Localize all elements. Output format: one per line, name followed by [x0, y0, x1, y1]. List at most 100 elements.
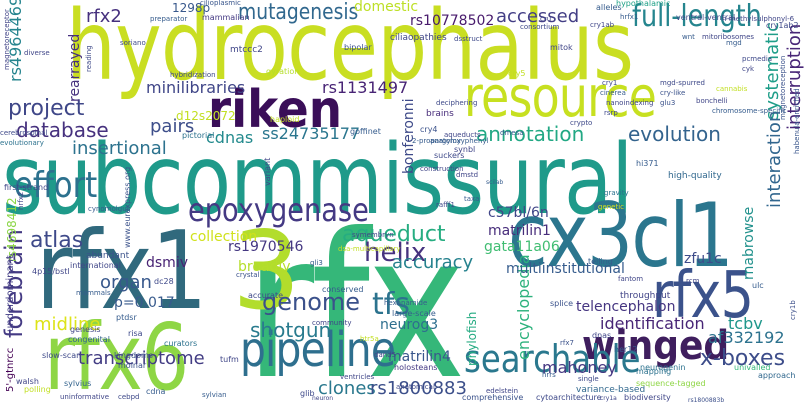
- cloud-word: project: [8, 96, 85, 121]
- cloud-word: abundant: [86, 251, 130, 261]
- cloud-word: mgd-spurred: [660, 79, 705, 87]
- cloud-word: ciliaopathies: [390, 33, 447, 43]
- cloud-word: subcommissural: [2, 124, 633, 236]
- cloud-word: uninformative: [60, 393, 110, 401]
- cloud-word: sylvian: [202, 391, 227, 399]
- cloud-word: neurogenin: [640, 363, 686, 372]
- cloud-word: cilioplasmic: [200, 0, 241, 7]
- cloud-word: rfx6: [44, 304, 189, 404]
- cloud-word: cry1ab2: [766, 21, 799, 30]
- cloud-word: resource: [464, 65, 657, 130]
- cloud-word: alleles: [596, 3, 622, 12]
- cloud-word: cynomolgus: [88, 205, 131, 213]
- cloud-word: international: [70, 261, 121, 270]
- cloud-word: edelstein: [486, 387, 519, 395]
- cloud-word: biodiversity: [624, 393, 671, 402]
- cloud-word: diverse: [24, 49, 50, 57]
- cloud-word: variance-based: [576, 385, 646, 395]
- cloud-word: rfx5: [652, 259, 754, 333]
- cloud-word: rnabrowse: [741, 206, 757, 280]
- cloud-word: organ: [100, 272, 152, 293]
- cloud-word: anatomical: [396, 383, 435, 391]
- cloud-word: polling: [24, 385, 51, 394]
- cloud-word: annotation: [476, 122, 585, 146]
- cloud-word: atlas: [30, 228, 84, 253]
- cloud-word: 5'-gtnrcc: [5, 347, 16, 392]
- cloud-word: 4p15/bstl: [32, 267, 70, 276]
- cloud-word: zfu1c: [684, 251, 722, 267]
- cloud-word: sequence-tagged: [636, 379, 706, 388]
- cloud-word: winged: [582, 323, 730, 369]
- cloud-word: cru: [540, 15, 552, 23]
- cloud-word: gravity: [604, 189, 629, 197]
- cloud-word: cry4: [420, 125, 438, 134]
- cloud-word: cry5: [508, 69, 526, 78]
- cloud-word: symembryn: [352, 231, 394, 239]
- cloud-word: gyration: [266, 67, 300, 76]
- cloud-word: mutagenesis: [238, 0, 359, 25]
- cloud-word: first-strand: [4, 183, 49, 192]
- cloud-word: sylvius: [64, 379, 92, 388]
- cloud-word: haploid: [270, 115, 300, 124]
- cloud-word: 3: [232, 209, 301, 334]
- cloud-word: soriano: [120, 39, 146, 47]
- cloud-word: walsh: [16, 377, 39, 386]
- cloud-word: taxa: [464, 195, 480, 203]
- cloud-word: rfx2: [86, 6, 122, 27]
- cloud-word: cerebrospinal: [0, 129, 48, 137]
- cloud-word: congenital: [68, 335, 110, 344]
- cloud-word: htr5a: [360, 335, 379, 343]
- cloud-word: throughput: [620, 291, 671, 301]
- cloud-word: genesis: [70, 325, 101, 334]
- cloud-word: splice: [550, 299, 574, 308]
- cloud-word: rfx1: [36, 209, 207, 334]
- cloud-word: mammalian: [202, 13, 250, 22]
- cloud-word: single: [578, 375, 599, 383]
- cloud-word: rs10778502: [410, 13, 495, 29]
- cloud-word: approach: [758, 371, 796, 380]
- cloud-word: aqueduct: [342, 222, 446, 247]
- cloud-word: gata11a06: [484, 239, 560, 255]
- cloud-word: hexanamide: [384, 299, 428, 307]
- cloud-word: holosteans: [394, 363, 438, 372]
- cloud-word: her12: [614, 345, 638, 354]
- cloud-word: midline: [34, 314, 101, 335]
- cloud-word: hrfx1: [620, 13, 639, 21]
- cloud-word: high-quality: [668, 171, 722, 181]
- cloud-word: hydrocephalus: [66, 0, 634, 102]
- cloud-word: ventral-ventral: [676, 13, 736, 22]
- cloud-word: bipolar: [344, 43, 372, 52]
- cloud-word: goffinet: [350, 127, 381, 136]
- cloud-word: hybridization: [170, 71, 216, 79]
- cloud-word: domestic: [354, 0, 419, 15]
- cloud-word: large-scale: [392, 309, 436, 318]
- cloud-word: rs1970546: [228, 239, 304, 255]
- cloud-word: crystal: [236, 271, 260, 279]
- cloud-word: searchable: [464, 337, 641, 381]
- cloud-word: ulc: [752, 281, 764, 290]
- cloud-word: rfx: [245, 191, 466, 404]
- cloud-word: crypto: [570, 119, 593, 127]
- cloud-word: rsrp: [604, 109, 618, 117]
- cloud-word: rearrayed: [67, 33, 83, 102]
- cloud-word: 1298p: [172, 1, 211, 15]
- cloud-word: minilibraries: [146, 78, 246, 97]
- cloud-word: tcbv: [728, 314, 763, 333]
- cloud-word: wnt: [682, 33, 695, 41]
- cloud-word: hi371: [636, 159, 659, 168]
- cloud-word: transcriptome: [78, 348, 205, 369]
- cloud-word: cry1b: [789, 300, 797, 320]
- cloud-word: matrilin1: [488, 223, 551, 239]
- cloud-word: chromosome-specific: [712, 107, 787, 115]
- cloud-word: x-boxes: [700, 346, 786, 371]
- cloud-word: mammals: [76, 289, 111, 297]
- cloud-word: ss24735177: [262, 124, 361, 143]
- cloud-word: accessed: [496, 6, 580, 27]
- cloud-word: helix: [364, 238, 427, 268]
- cloud-word: glib: [300, 389, 315, 398]
- cloud-word: af332192: [708, 328, 785, 347]
- cloud-word: preparator: [150, 15, 188, 23]
- cloud-word: kingdoms: [114, 351, 153, 360]
- cloud-word: mgd: [726, 39, 742, 47]
